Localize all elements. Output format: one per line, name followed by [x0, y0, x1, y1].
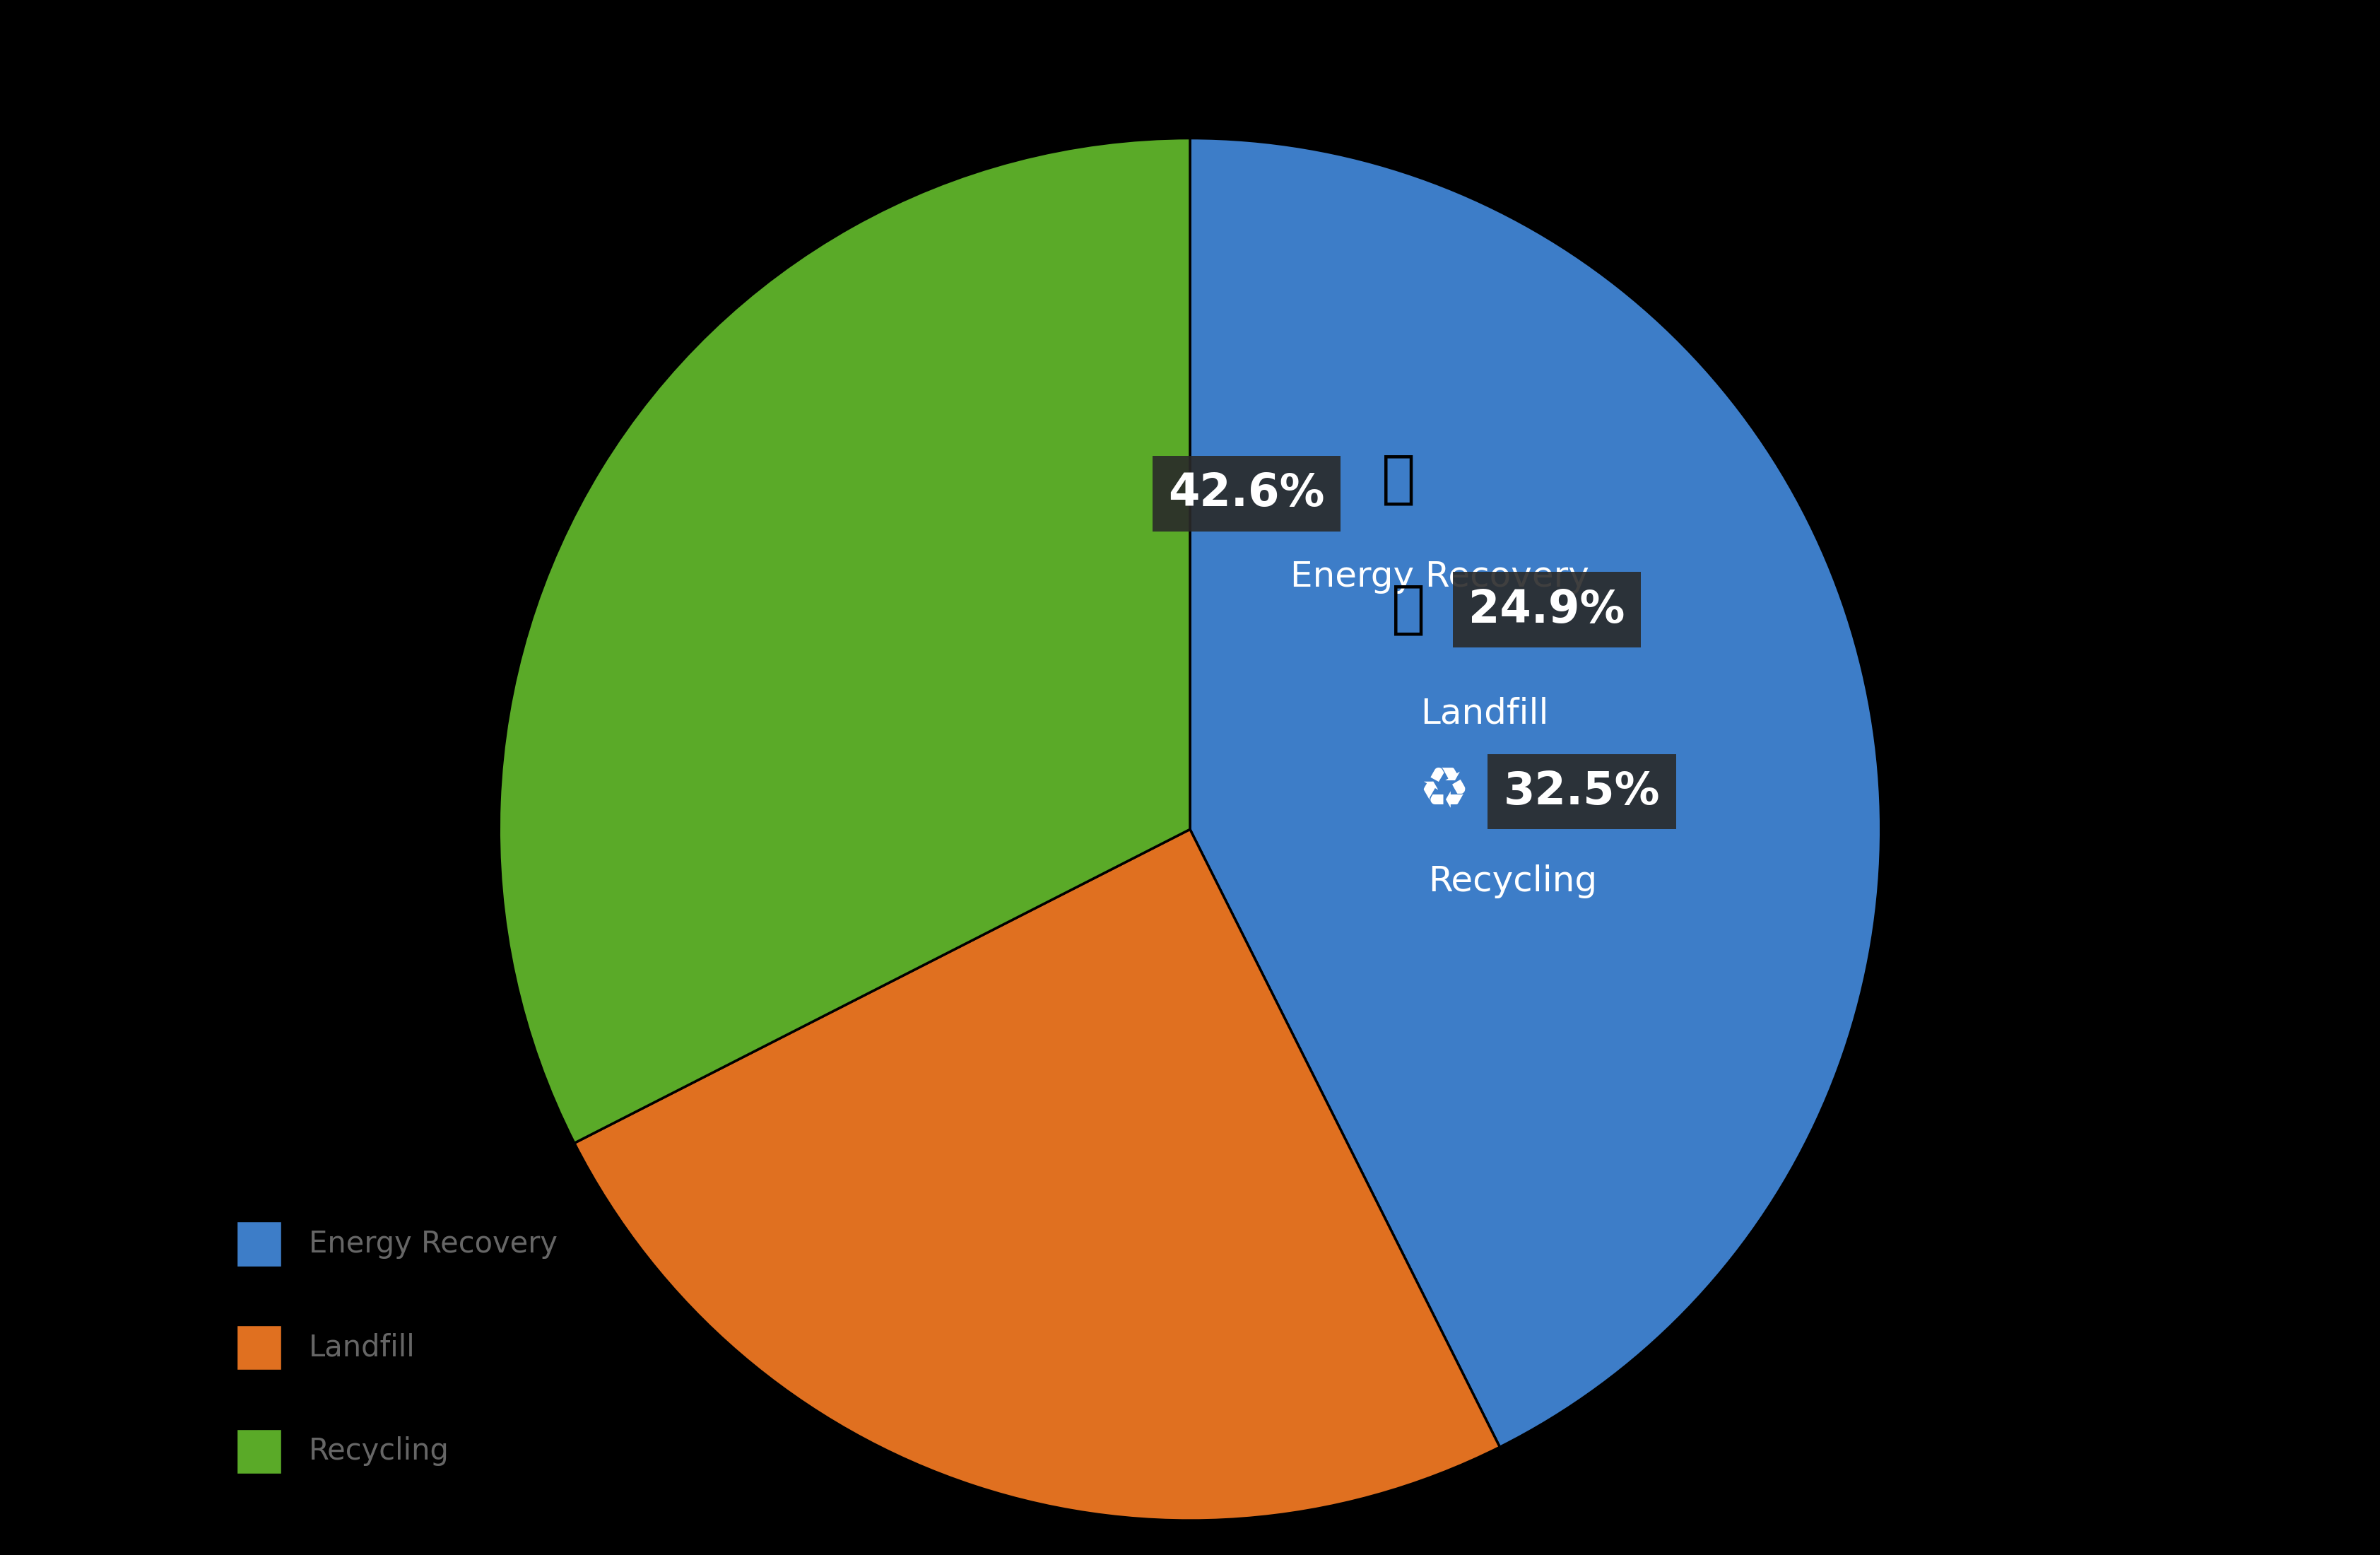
Text: 42.6%: 42.6% [1169, 471, 1326, 515]
FancyBboxPatch shape [236, 1429, 281, 1474]
FancyBboxPatch shape [236, 1325, 281, 1370]
Wedge shape [500, 138, 1190, 1143]
Text: ♻: ♻ [1418, 764, 1468, 819]
Text: 🔥: 🔥 [1380, 453, 1416, 507]
Text: Energy Recovery: Energy Recovery [1290, 560, 1590, 594]
Text: 24.9%: 24.9% [1468, 588, 1626, 631]
Wedge shape [1190, 138, 1880, 1448]
Text: 🗑: 🗑 [1392, 582, 1426, 638]
Text: Landfill: Landfill [1421, 697, 1549, 731]
Wedge shape [574, 829, 1499, 1521]
Text: Landfill: Landfill [309, 1333, 416, 1362]
Text: Energy Recovery: Energy Recovery [309, 1228, 557, 1260]
Text: Recycling: Recycling [309, 1437, 450, 1466]
Text: Recycling: Recycling [1428, 865, 1597, 899]
Text: 32.5%: 32.5% [1504, 770, 1659, 813]
FancyBboxPatch shape [236, 1222, 281, 1266]
